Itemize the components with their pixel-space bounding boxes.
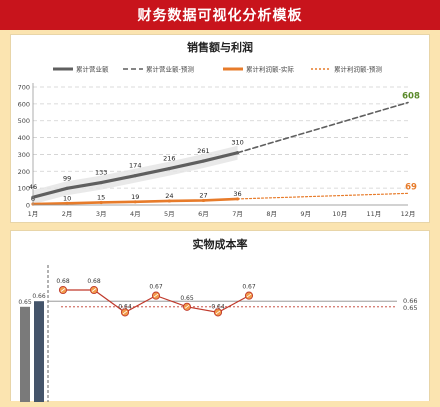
x-tick-label: 10月	[332, 210, 347, 218]
x-tick-label: 8月	[266, 210, 277, 218]
y-tick-label: 500	[18, 117, 30, 125]
chart2-title: 实物成本率	[193, 237, 248, 251]
legend-label: 累计营业额-预测	[146, 65, 194, 74]
data-label: 310	[231, 139, 243, 147]
y-tick-label: 100	[18, 185, 30, 193]
cost-rate-label: 0.64	[211, 303, 225, 310]
marker-highlight	[215, 310, 221, 315]
series-point	[167, 199, 171, 203]
x-tick-label: 7月	[232, 210, 243, 218]
chart1-legend: 累计营业额 累计营业额-预测 累计利润额-实际 累计利润额-预测	[53, 65, 382, 74]
data-label: 261	[197, 147, 209, 155]
cost-rate-label: 0.65	[180, 295, 194, 302]
end-label: 69	[405, 182, 417, 192]
chart1-series	[31, 101, 409, 206]
chart1-grid	[33, 86, 408, 189]
legend-label: 累计利润额-预测	[334, 65, 382, 74]
data-label: 36	[233, 190, 241, 198]
data-label: 174	[129, 162, 141, 170]
x-tick-label: 12月	[401, 210, 416, 218]
cost-bar	[20, 306, 30, 402]
series-point	[133, 174, 137, 178]
series-point	[201, 159, 206, 163]
title-bar: 财务数据可视化分析模板	[0, 0, 440, 30]
data-label: 10	[63, 194, 71, 202]
marker-highlight	[153, 293, 159, 298]
cost-rate-label: 0.68	[87, 278, 101, 285]
reference-label: 0.66	[403, 297, 417, 305]
page-title: 财务数据可视化分析模板	[137, 8, 303, 24]
data-label: 19	[131, 193, 139, 201]
marker-highlight	[60, 288, 66, 292]
legend-label: 累计营业额	[76, 65, 109, 74]
x-tick-label: 1月	[28, 210, 39, 218]
series-line-1	[236, 101, 409, 154]
cost-bar	[34, 301, 44, 402]
chart1-title: 销售额与利润	[187, 40, 253, 54]
series-point	[99, 180, 103, 185]
y-tick-label: 700	[18, 84, 30, 92]
series-point	[65, 186, 69, 190]
x-tick-label: 5月	[164, 210, 175, 218]
y-tick-label: 400	[18, 134, 30, 142]
series-point	[133, 200, 137, 204]
bar-label: 0.66	[32, 293, 46, 300]
series-point	[99, 200, 103, 205]
sales-profit-chart: 销售额与利润 累计营业额 累计营业额-预测 累计利润额-实际 累计利润额-预测 469…	[18, 40, 420, 218]
bar-label: 0.65	[18, 299, 32, 306]
y-tick-label: 0	[26, 202, 30, 210]
series-point	[65, 201, 69, 205]
end-label: 608	[402, 92, 420, 102]
y-tick-label: 300	[18, 151, 30, 159]
cost-rate-label: 0.68	[56, 278, 70, 285]
data-label: 24	[165, 192, 173, 200]
cost-rate-label: 0.64	[118, 303, 132, 310]
legend-label: 累计利润额-实际	[246, 65, 294, 74]
x-tick-label: 11月	[367, 210, 382, 218]
series-point	[201, 198, 206, 203]
series-point	[167, 166, 171, 171]
marker-highlight	[184, 304, 190, 309]
marker-highlight	[246, 293, 252, 298]
data-label: 99	[63, 174, 71, 182]
cost-rate-label: 0.67	[242, 284, 256, 291]
y-tick-label: 200	[18, 168, 30, 176]
data-label: 216	[163, 155, 175, 163]
sales-profit-panel: 销售额与利润 累计营业额 累计营业额-预测 累计利润额-实际 累计利润额-预测 46 9…	[10, 34, 430, 223]
reference-label: 0.65	[403, 304, 417, 312]
cost-rate-chart: 实物成本率 0.650.660.660.650.68 0.680.640.670.…	[18, 237, 417, 402]
x-tick-label: 3月	[96, 210, 107, 218]
data-label: 27	[199, 191, 207, 199]
chart1-axes: 0 100 200 300 400 500 600 700 1月 2月 3月 4月 5月 6月 7月 8月 9月…	[18, 83, 416, 218]
chart2-body: 0.650.660.660.650.68 0.680.640.670.650.64…	[18, 265, 417, 402]
cost-rate-label: 0.67	[149, 284, 163, 291]
y-tick-label: 600	[18, 100, 30, 108]
marker-highlight	[122, 310, 128, 315]
x-tick-label: 9月	[300, 210, 311, 218]
series-line-3	[236, 192, 409, 200]
data-label: 15	[97, 193, 105, 201]
marker-highlight	[91, 288, 97, 292]
cost-rate-panel: 实物成本率 0.65 0.66 0.66 0.65 0.68 0.68 0.64 0.67 0.…	[10, 230, 430, 402]
x-tick-label: 4月	[130, 210, 141, 218]
x-tick-label: 2月	[62, 210, 73, 218]
x-tick-label: 6月	[198, 210, 209, 218]
data-label: 133	[95, 169, 107, 177]
